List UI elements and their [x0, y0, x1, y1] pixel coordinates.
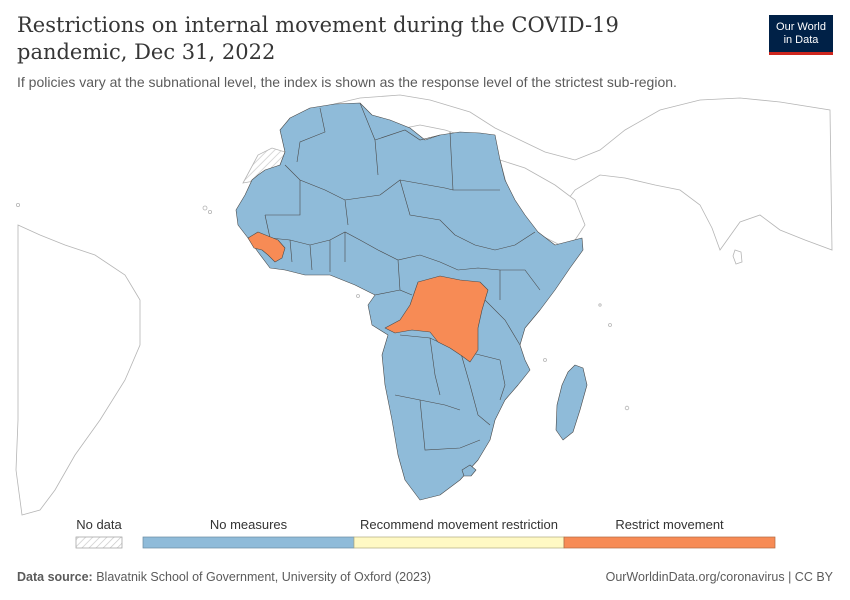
background-land [15, 94, 833, 516]
border-north-africa [296, 102, 500, 191]
sri-lanka-outline [732, 249, 743, 265]
legend [75, 536, 776, 549]
legend-no-measures-swatch [142, 536, 355, 549]
legend-restrict-swatch [563, 536, 776, 549]
data-source-label: Data source: [17, 570, 93, 584]
lesotho [461, 464, 477, 477]
legend-restrict-label: Restrict movement [615, 517, 724, 532]
legend-recommend-swatch [353, 536, 565, 549]
sao-tome-outline [356, 294, 360, 298]
data-source-text: Blavatnik School of Government, Universi… [96, 570, 432, 584]
comoros-outline [543, 358, 547, 362]
chart-subtitle: If policies vary at the subnational leve… [17, 74, 677, 90]
border-east-africa [454, 231, 541, 346]
footer-link[interactable]: OurWorldinData.org/coronavirus | CC BY [605, 570, 833, 584]
border-central-africa [359, 239, 501, 296]
mauritius-outline [608, 323, 612, 327]
africa-restrict-movement[interactable] [247, 231, 489, 363]
logo-line-2: in Data [783, 33, 819, 46]
reunion-outline [624, 405, 630, 411]
madagascar [555, 364, 588, 441]
border-sahel [264, 164, 456, 239]
seychelles-outline [598, 303, 602, 307]
cape-verde-outline-2 [207, 209, 212, 214]
dr-congo [384, 275, 489, 363]
south-america-outline [15, 224, 141, 516]
canary-outline [15, 202, 20, 207]
legend-no-data-swatch [75, 536, 123, 549]
data-source: Data source: Blavatnik School of Governm… [17, 570, 431, 584]
legend-recommend-label: Recommend movement restriction [360, 517, 558, 532]
chart-title: Restrictions on internal movement during… [17, 13, 619, 64]
border-west-africa [269, 231, 361, 272]
owid-logo[interactable]: Our World in Data [769, 15, 833, 55]
cape-verde-outline [202, 205, 208, 211]
legend-no-data-label: No data [76, 517, 122, 532]
legend-no-measures-label: No measures [209, 517, 288, 532]
guinea [247, 231, 286, 263]
logo-line-1: Our World [776, 20, 826, 33]
country-borders [264, 102, 541, 451]
